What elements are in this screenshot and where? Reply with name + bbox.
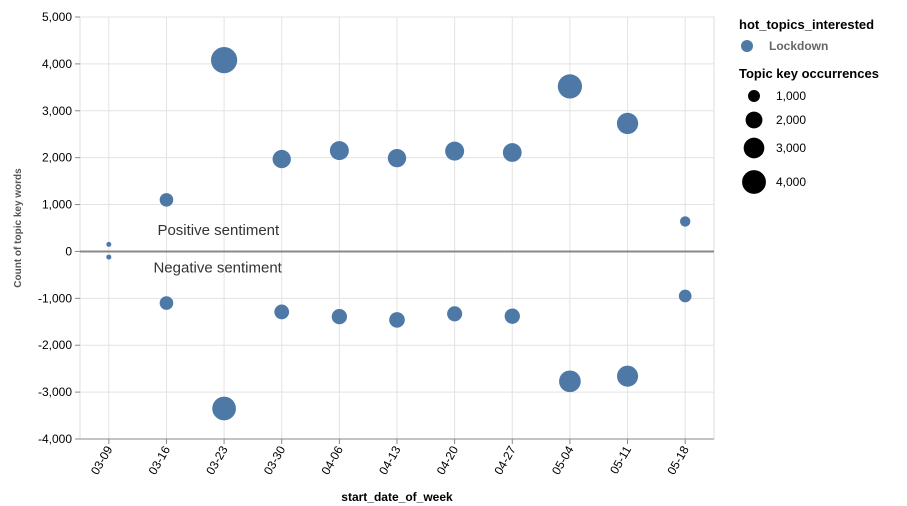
y-tick-label: 3,000 (42, 104, 72, 118)
legend-size-swatch (748, 90, 760, 102)
legend-size-title: Topic key occurrences (739, 66, 879, 81)
legend-size-label: 3,000 (776, 141, 806, 155)
legend-color-label: Lockdown (769, 39, 828, 53)
y-tick-label: 1,000 (42, 198, 72, 212)
y-tick-label: -2,000 (38, 338, 72, 352)
data-point (559, 370, 581, 393)
data-point (616, 112, 639, 135)
y-tick-label: 4,000 (42, 57, 72, 71)
x-tick-label: 04-20 (434, 443, 462, 477)
points (106, 47, 692, 421)
data-point (504, 308, 520, 324)
y-tick-label: 0 (65, 244, 72, 258)
x-tick-label: 04-27 (491, 443, 519, 477)
positive-sentiment-annotation: Positive sentiment (157, 222, 280, 239)
data-point (106, 241, 112, 247)
legend-size-swatch (742, 170, 766, 194)
data-point (502, 143, 522, 162)
plot-area: 5,000 4,000 3,000 2,000 1,000 0 -1,000 -2,000 -3… (38, 10, 715, 477)
legend-size-label: 2,000 (776, 113, 806, 127)
x-axis: 03-09 03-16 03-23 03-30 04-06 04-13 04-20 04-27… (80, 438, 714, 477)
legend-size-label: 4,000 (776, 175, 806, 189)
legend-color-swatch (741, 40, 753, 52)
data-point (679, 216, 691, 227)
legend-color-title: hot_topics_interested (739, 17, 874, 32)
x-tick-label: 03-09 (88, 443, 116, 477)
legend-size-entries: 1,000 2,000 3,000 4,000 (742, 89, 806, 194)
data-point (389, 312, 405, 328)
data-point (678, 289, 692, 303)
data-point (210, 47, 238, 74)
data-point (272, 149, 291, 169)
x-tick-label: 04-13 (376, 443, 404, 477)
data-point (616, 365, 639, 387)
data-point (447, 306, 463, 322)
data-point (106, 254, 112, 260)
x-tick-label: 03-16 (146, 443, 174, 477)
legend: hot_topics_interested Lockdown Topic key… (739, 17, 879, 194)
x-tick-label: 03-30 (261, 443, 289, 477)
data-point (329, 141, 349, 161)
y-tick-label: -4,000 (38, 432, 72, 446)
y-tick-label: -3,000 (38, 385, 72, 399)
legend-size-swatch (743, 137, 765, 159)
data-point (387, 148, 407, 168)
data-point (159, 193, 174, 207)
x-tick-label: 03-23 (203, 443, 231, 477)
negative-sentiment-annotation: Negative sentiment (153, 260, 282, 277)
y-axis: 5,000 4,000 3,000 2,000 1,000 0 -1,000 -2,000 -3… (38, 10, 80, 446)
x-tick-label: 05-18 (664, 443, 692, 477)
data-point (557, 74, 583, 99)
data-point (331, 308, 348, 325)
y-axis-title: Count of topic key words (13, 168, 24, 288)
x-tick-label: 04-06 (318, 443, 346, 477)
data-point (445, 141, 465, 161)
legend-size-label: 1,000 (776, 89, 806, 103)
x-tick-label: 05-04 (549, 443, 577, 477)
x-axis-title: start_date_of_week (341, 490, 453, 504)
y-tick-label: -1,000 (38, 291, 72, 305)
legend-size-swatch (745, 111, 763, 129)
x-tick-label: 05-11 (607, 443, 634, 476)
data-point (274, 304, 290, 320)
data-point (212, 396, 236, 421)
data-point (159, 296, 174, 310)
y-tick-label: 2,000 (42, 151, 72, 165)
y-tick-label: 5,000 (42, 10, 72, 24)
